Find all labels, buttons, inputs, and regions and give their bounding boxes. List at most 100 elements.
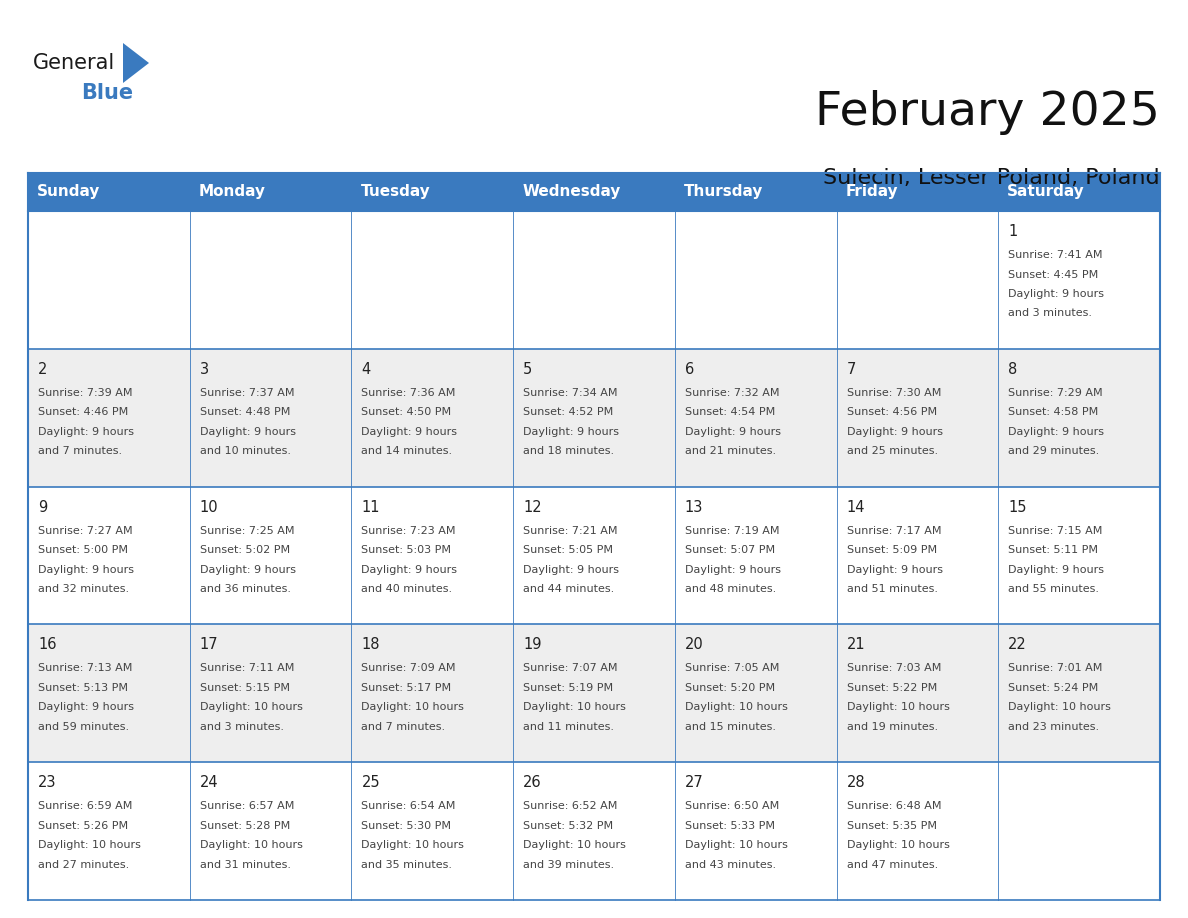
Text: Daylight: 10 hours: Daylight: 10 hours — [684, 840, 788, 850]
Bar — [29, 173, 190, 211]
Text: Sunset: 5:24 PM: Sunset: 5:24 PM — [1009, 683, 1099, 693]
Text: General: General — [33, 53, 115, 73]
Text: and 32 minutes.: and 32 minutes. — [38, 584, 129, 594]
Text: and 3 minutes.: and 3 minutes. — [200, 722, 284, 732]
Text: and 27 minutes.: and 27 minutes. — [38, 859, 129, 869]
Text: Daylight: 9 hours: Daylight: 9 hours — [200, 565, 296, 575]
Text: 8: 8 — [1009, 362, 1018, 376]
Bar — [190, 349, 352, 487]
Text: Sunset: 5:20 PM: Sunset: 5:20 PM — [684, 683, 775, 693]
Text: Daylight: 9 hours: Daylight: 9 hours — [38, 702, 134, 712]
Text: Sunset: 5:02 PM: Sunset: 5:02 PM — [200, 545, 290, 555]
Text: Daylight: 10 hours: Daylight: 10 hours — [200, 702, 303, 712]
Text: Sunset: 4:45 PM: Sunset: 4:45 PM — [1009, 270, 1099, 279]
Text: and 11 minutes.: and 11 minutes. — [523, 722, 614, 732]
Text: Sunset: 5:35 PM: Sunset: 5:35 PM — [847, 821, 936, 831]
Text: Daylight: 9 hours: Daylight: 9 hours — [38, 427, 134, 437]
Bar — [998, 211, 1159, 349]
Text: Sunrise: 7:27 AM: Sunrise: 7:27 AM — [38, 526, 133, 535]
Text: and 31 minutes.: and 31 minutes. — [200, 859, 291, 869]
Text: and 36 minutes.: and 36 minutes. — [200, 584, 291, 594]
Text: and 44 minutes.: and 44 minutes. — [523, 584, 614, 594]
Text: 12: 12 — [523, 499, 542, 515]
Text: Sunset: 4:46 PM: Sunset: 4:46 PM — [38, 408, 128, 418]
Text: Daylight: 10 hours: Daylight: 10 hours — [847, 840, 949, 850]
Text: Daylight: 10 hours: Daylight: 10 hours — [684, 702, 788, 712]
Text: Sunrise: 7:23 AM: Sunrise: 7:23 AM — [361, 526, 456, 535]
Text: Daylight: 9 hours: Daylight: 9 hours — [1009, 289, 1105, 299]
Text: 17: 17 — [200, 637, 219, 653]
Text: Sunrise: 7:13 AM: Sunrise: 7:13 AM — [38, 664, 132, 674]
Text: Sunrise: 7:30 AM: Sunrise: 7:30 AM — [847, 387, 941, 397]
Text: Daylight: 10 hours: Daylight: 10 hours — [523, 840, 626, 850]
Text: Sunset: 5:26 PM: Sunset: 5:26 PM — [38, 821, 128, 831]
Bar — [836, 487, 998, 624]
Text: Sunset: 4:54 PM: Sunset: 4:54 PM — [684, 408, 775, 418]
Text: Sunset: 5:33 PM: Sunset: 5:33 PM — [684, 821, 775, 831]
Bar — [190, 762, 352, 900]
Text: and 29 minutes.: and 29 minutes. — [1009, 446, 1100, 456]
Text: Sunrise: 7:37 AM: Sunrise: 7:37 AM — [200, 387, 295, 397]
Bar — [836, 624, 998, 762]
Text: and 25 minutes.: and 25 minutes. — [847, 446, 937, 456]
Text: Sunrise: 7:09 AM: Sunrise: 7:09 AM — [361, 664, 456, 674]
Text: Sunset: 5:30 PM: Sunset: 5:30 PM — [361, 821, 451, 831]
Text: Sunrise: 7:05 AM: Sunrise: 7:05 AM — [684, 664, 779, 674]
Bar — [513, 173, 675, 211]
Bar — [352, 762, 513, 900]
Text: Daylight: 10 hours: Daylight: 10 hours — [523, 702, 626, 712]
Text: and 35 minutes.: and 35 minutes. — [361, 859, 453, 869]
Text: Daylight: 9 hours: Daylight: 9 hours — [847, 565, 942, 575]
Text: Daylight: 9 hours: Daylight: 9 hours — [1009, 427, 1105, 437]
Text: Sunrise: 7:39 AM: Sunrise: 7:39 AM — [38, 387, 133, 397]
Bar — [675, 173, 836, 211]
Text: Daylight: 9 hours: Daylight: 9 hours — [361, 565, 457, 575]
Text: Sunset: 5:17 PM: Sunset: 5:17 PM — [361, 683, 451, 693]
Text: and 48 minutes.: and 48 minutes. — [684, 584, 776, 594]
Text: Tuesday: Tuesday — [360, 185, 430, 199]
Text: Sunset: 5:32 PM: Sunset: 5:32 PM — [523, 821, 613, 831]
Bar — [190, 211, 352, 349]
Text: Sunset: 5:22 PM: Sunset: 5:22 PM — [847, 683, 937, 693]
Bar — [675, 349, 836, 487]
Text: Sunrise: 6:50 AM: Sunrise: 6:50 AM — [684, 801, 779, 812]
Text: 1: 1 — [1009, 224, 1018, 239]
Text: 4: 4 — [361, 362, 371, 376]
Bar — [513, 762, 675, 900]
Bar — [190, 487, 352, 624]
Text: and 10 minutes.: and 10 minutes. — [200, 446, 291, 456]
Text: Daylight: 9 hours: Daylight: 9 hours — [200, 427, 296, 437]
Text: 21: 21 — [847, 637, 865, 653]
Text: Daylight: 9 hours: Daylight: 9 hours — [361, 427, 457, 437]
Text: Sunday: Sunday — [37, 185, 100, 199]
Text: and 59 minutes.: and 59 minutes. — [38, 722, 129, 732]
Text: 22: 22 — [1009, 637, 1028, 653]
Text: 2: 2 — [38, 362, 48, 376]
Text: Sunrise: 6:57 AM: Sunrise: 6:57 AM — [200, 801, 295, 812]
Text: and 40 minutes.: and 40 minutes. — [361, 584, 453, 594]
Text: Sunrise: 7:15 AM: Sunrise: 7:15 AM — [1009, 526, 1102, 535]
Text: Daylight: 10 hours: Daylight: 10 hours — [200, 840, 303, 850]
Text: Sunrise: 7:32 AM: Sunrise: 7:32 AM — [684, 387, 779, 397]
Bar — [998, 487, 1159, 624]
Bar — [675, 487, 836, 624]
Text: Sunset: 4:58 PM: Sunset: 4:58 PM — [1009, 408, 1099, 418]
Text: and 21 minutes.: and 21 minutes. — [684, 446, 776, 456]
Text: Sunrise: 7:29 AM: Sunrise: 7:29 AM — [1009, 387, 1102, 397]
Bar — [513, 624, 675, 762]
Bar — [29, 762, 190, 900]
Bar — [352, 624, 513, 762]
Text: Sunset: 5:15 PM: Sunset: 5:15 PM — [200, 683, 290, 693]
Text: 15: 15 — [1009, 499, 1026, 515]
Text: Daylight: 10 hours: Daylight: 10 hours — [361, 840, 465, 850]
Text: 13: 13 — [684, 499, 703, 515]
Text: 19: 19 — [523, 637, 542, 653]
Text: Daylight: 9 hours: Daylight: 9 hours — [847, 427, 942, 437]
Bar — [352, 487, 513, 624]
Text: Sulecin, Lesser Poland, Poland: Sulecin, Lesser Poland, Poland — [823, 168, 1159, 188]
Text: and 14 minutes.: and 14 minutes. — [361, 446, 453, 456]
Text: Sunrise: 7:21 AM: Sunrise: 7:21 AM — [523, 526, 618, 535]
Text: Friday: Friday — [846, 185, 898, 199]
Text: Sunset: 5:11 PM: Sunset: 5:11 PM — [1009, 545, 1098, 555]
Text: Sunset: 4:48 PM: Sunset: 4:48 PM — [200, 408, 290, 418]
